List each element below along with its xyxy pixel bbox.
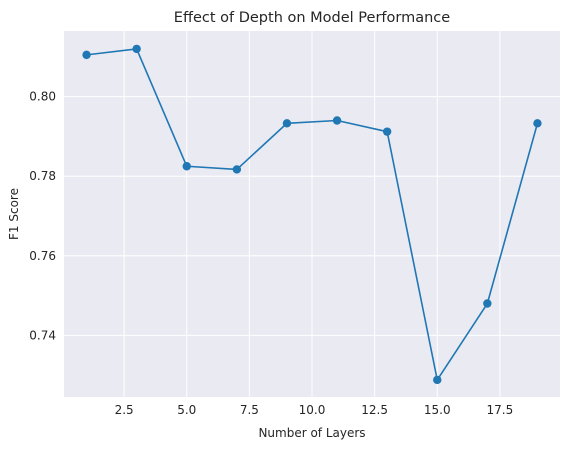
data-point: [232, 165, 242, 174]
x-tick-label: 2.5: [115, 403, 134, 417]
data-point: [82, 50, 91, 60]
series-line: [86, 48, 539, 381]
y-tick-label: 0.78: [29, 169, 56, 183]
data-point: [332, 116, 342, 125]
series-group: [82, 44, 542, 385]
data-point: [483, 299, 492, 308]
y-tick-label: 0.74: [29, 328, 56, 342]
data-point: [382, 127, 392, 136]
y-tick-label: 0.80: [29, 90, 56, 104]
y-tick-label: 0.76: [29, 249, 56, 263]
grid-lines: [64, 31, 560, 397]
x-tick-label: 7.5: [240, 403, 259, 417]
x-tick-label: 15.0: [424, 403, 451, 417]
x-axis-title: Number of Layers: [258, 426, 365, 440]
data-point: [282, 119, 292, 128]
y-tick-labels: 0.74 0.76 0.78 0.80: [29, 90, 56, 343]
data-point: [182, 162, 191, 171]
x-tick-label: 17.5: [487, 403, 514, 417]
x-tick-label: 5.0: [177, 403, 196, 417]
data-point: [533, 119, 542, 128]
chart-title: Effect of Depth on Model Performance: [174, 10, 450, 26]
data-point: [433, 375, 442, 385]
x-tick-label: 10.0: [299, 403, 326, 417]
x-tick-label: 12.5: [361, 403, 388, 417]
data-point: [132, 44, 141, 54]
x-tick-labels: 2.5 5.0 7.5 10.0 12.5 15.0 17.5: [115, 403, 514, 417]
y-axis-title: F1 Score: [7, 188, 21, 240]
